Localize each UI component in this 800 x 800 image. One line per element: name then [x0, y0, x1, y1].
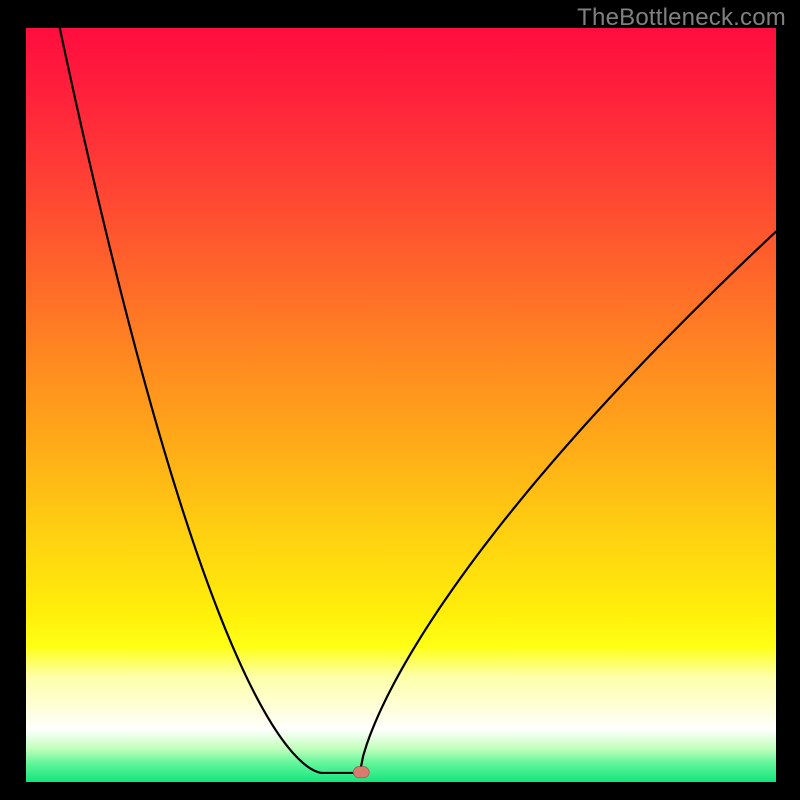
- optimum-marker: [353, 767, 369, 778]
- watermark-text: TheBottleneck.com: [577, 4, 786, 32]
- chart-svg: [26, 28, 776, 782]
- bottleneck-chart: [26, 28, 776, 782]
- chart-frame: TheBottleneck.com: [0, 0, 800, 800]
